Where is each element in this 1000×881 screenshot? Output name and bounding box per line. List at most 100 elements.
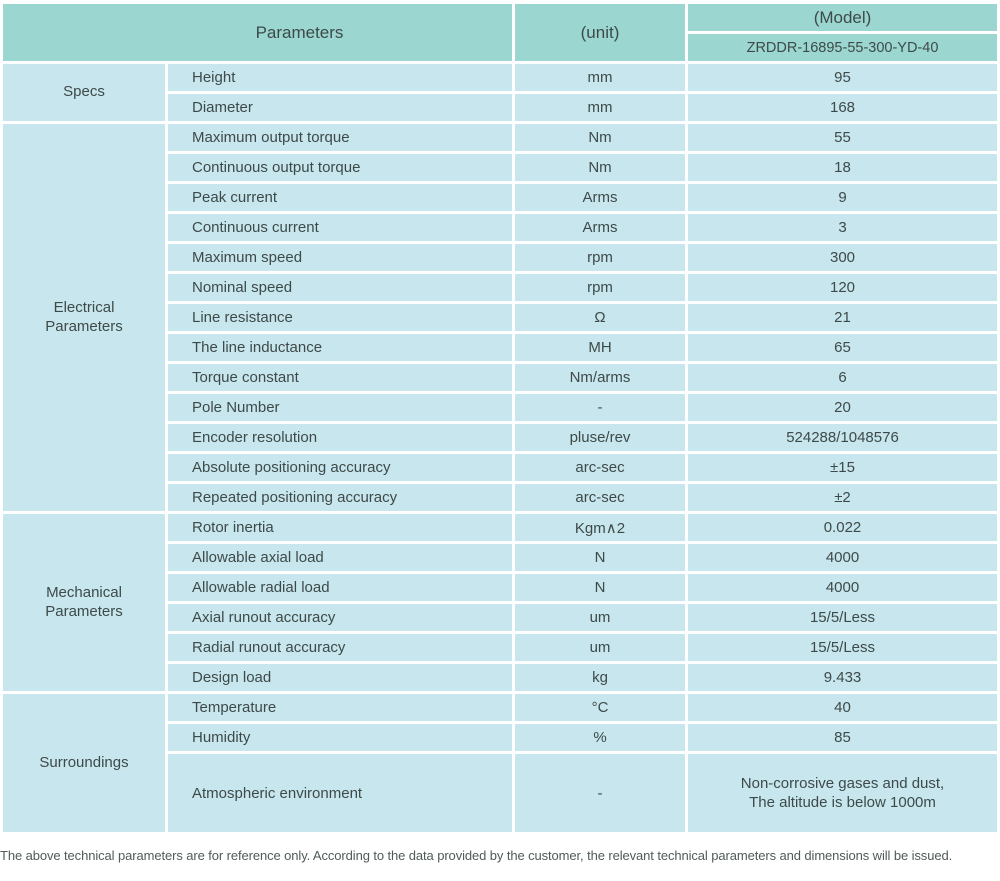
unit-cell: um: [515, 634, 685, 661]
unit-cell: N: [515, 574, 685, 601]
param-cell: The line inductance: [168, 334, 512, 361]
param-cell: Temperature: [168, 694, 512, 721]
value-cell: 85: [688, 724, 997, 751]
param-cell: Atmospheric environment: [168, 754, 512, 832]
value-cell: 4000: [688, 544, 997, 571]
param-cell: Humidity: [168, 724, 512, 751]
param-cell: Radial runout accuracy: [168, 634, 512, 661]
param-cell: Maximum output torque: [168, 124, 512, 151]
table-row: Encoder resolution pluse/rev 524288/104857…: [3, 424, 997, 451]
section-label: Surroundings: [3, 694, 165, 832]
value-cell: Non-corrosive gases and dust, The altitu…: [688, 754, 997, 832]
table-row: Absolute positioning accuracy arc-sec ±15: [3, 454, 997, 481]
table-row: Atmospheric environment - Non-corrosive ga…: [3, 754, 997, 832]
value-cell: ±2: [688, 484, 997, 511]
value-cell: 95: [688, 64, 997, 91]
value-cell: ±15: [688, 454, 997, 481]
param-cell: Rotor inertia: [168, 514, 512, 541]
table-row: Radial runout accuracy um 15/5/Less: [3, 634, 997, 661]
value-cell: 168: [688, 94, 997, 121]
section-label: Specs: [3, 64, 165, 121]
value-cell: 300: [688, 244, 997, 271]
unit-cell: mm: [515, 64, 685, 91]
value-cell: 120: [688, 274, 997, 301]
unit-cell: rpm: [515, 244, 685, 271]
unit-cell: %: [515, 724, 685, 751]
param-cell: Diameter: [168, 94, 512, 121]
table-row: Torque constant Nm/arms 6: [3, 364, 997, 391]
param-cell: Nominal speed: [168, 274, 512, 301]
header-parameters: Parameters: [3, 4, 512, 61]
parameters-table: Parameters (unit) (Model) ZRDDR-16895-55…: [0, 1, 1000, 835]
table-row: Design load kg 9.433: [3, 664, 997, 691]
table-row: Allowable radial load N 4000: [3, 574, 997, 601]
value-cell: 4000: [688, 574, 997, 601]
param-cell: Repeated positioning accuracy: [168, 484, 512, 511]
param-cell: Line resistance: [168, 304, 512, 331]
value-cell: 0.022: [688, 514, 997, 541]
table-row: Peak current Arms 9: [3, 184, 997, 211]
param-cell: Encoder resolution: [168, 424, 512, 451]
unit-cell: arc-sec: [515, 454, 685, 481]
value-cell: 18: [688, 154, 997, 181]
table-row: Axial runout accuracy um 15/5/Less: [3, 604, 997, 631]
param-cell: Allowable axial load: [168, 544, 512, 571]
param-cell: Height: [168, 64, 512, 91]
unit-cell: rpm: [515, 274, 685, 301]
value-cell: 6: [688, 364, 997, 391]
unit-cell: pluse/rev: [515, 424, 685, 451]
unit-cell: Kgm∧2: [515, 514, 685, 541]
unit-cell: °C: [515, 694, 685, 721]
table-row: Continuous current Arms 3: [3, 214, 997, 241]
unit-cell: kg: [515, 664, 685, 691]
param-cell: Axial runout accuracy: [168, 604, 512, 631]
value-cell: 15/5/Less: [688, 604, 997, 631]
table-row: Line resistance Ω 21: [3, 304, 997, 331]
table-row: Humidity% 85: [3, 724, 997, 751]
footer-note: The above technical parameters are for r…: [0, 848, 953, 863]
value-cell: 55: [688, 124, 997, 151]
unit-cell: N: [515, 544, 685, 571]
value-cell: 9.433: [688, 664, 997, 691]
header-row-2: ZRDDR-16895-55-300-YD-40: [3, 34, 997, 61]
unit-cell: Arms: [515, 184, 685, 211]
param-cell: Torque constant: [168, 364, 512, 391]
unit-cell: MH: [515, 334, 685, 361]
value-cell: 21: [688, 304, 997, 331]
header-model: (Model): [688, 4, 997, 31]
param-cell: Allowable radial load: [168, 574, 512, 601]
header-model-number: ZRDDR-16895-55-300-YD-40: [688, 34, 997, 61]
unit-cell: Nm: [515, 154, 685, 181]
table-row: Surroundings Temperature °C 40: [3, 694, 997, 832]
value-cell: 15/5/Less: [688, 634, 997, 661]
unit-cell: Nm/arms: [515, 364, 685, 391]
unit-cell: -: [515, 754, 685, 832]
table-row: Allowable axial load N 4000: [3, 544, 997, 571]
unit-cell: Ω: [515, 304, 685, 331]
param-cell: Peak current: [168, 184, 512, 211]
value-cell: 9: [688, 184, 997, 211]
param-cell: Continuous output torque: [168, 154, 512, 181]
value-cell: 65: [688, 334, 997, 361]
param-cell: Continuous current: [168, 214, 512, 241]
value-cell: 524288/1048576: [688, 424, 997, 451]
table-row: Repeated positioning accuracy arc-sec ±2: [3, 484, 997, 511]
table-row: Specs Height mm 95: [3, 64, 997, 121]
table-header: Parameters (unit) (Model) ZRDDR-16895-55…: [3, 4, 997, 61]
unit-cell: arc-sec: [515, 484, 685, 511]
section-label: Mechanical Parameters: [3, 514, 165, 691]
value-cell: 20: [688, 394, 997, 421]
table-row: Maximum speed rpm 300: [3, 244, 997, 271]
unit-cell: mm: [515, 94, 685, 121]
header-unit: (unit): [515, 4, 685, 61]
section-label: Electrical Parameters: [3, 124, 165, 511]
param-cell: Absolute positioning accuracy: [168, 454, 512, 481]
param-cell: Pole Number: [168, 394, 512, 421]
table-row: Diameter mm 168: [3, 94, 997, 121]
value-cell: 40: [688, 694, 997, 721]
unit-cell: Nm: [515, 124, 685, 151]
unit-cell: um: [515, 604, 685, 631]
table-row: The line inductance MH 65: [3, 334, 997, 361]
table-row: Continuous output torque Nm 18: [3, 154, 997, 181]
unit-cell: Arms: [515, 214, 685, 241]
